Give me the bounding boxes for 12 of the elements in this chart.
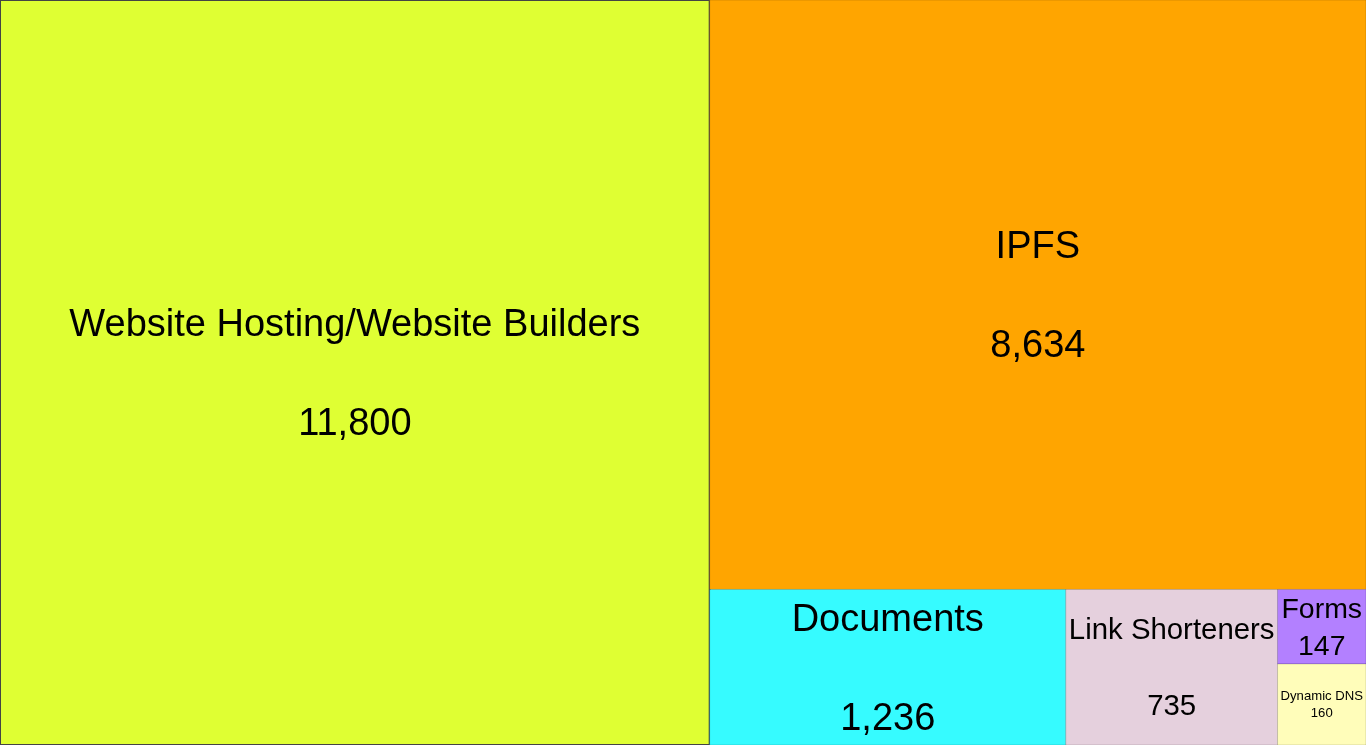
- data-label: 147: [1298, 628, 1346, 661]
- category-label: Website Hosting/Website Builders: [69, 302, 641, 345]
- category-label: Documents: [791, 596, 984, 639]
- category-label: Dynamic DNS: [1280, 688, 1364, 704]
- category-label: Link Shorteners: [1068, 612, 1275, 646]
- data-label: 160: [1310, 705, 1333, 721]
- category-label: Forms: [1281, 591, 1363, 624]
- category-label: IPFS: [995, 224, 1081, 267]
- data-label: 11,800: [298, 400, 412, 443]
- data-label: 8,634: [990, 323, 1086, 366]
- data-label: 735: [1147, 688, 1197, 722]
- data-label: 1,236: [840, 695, 936, 738]
